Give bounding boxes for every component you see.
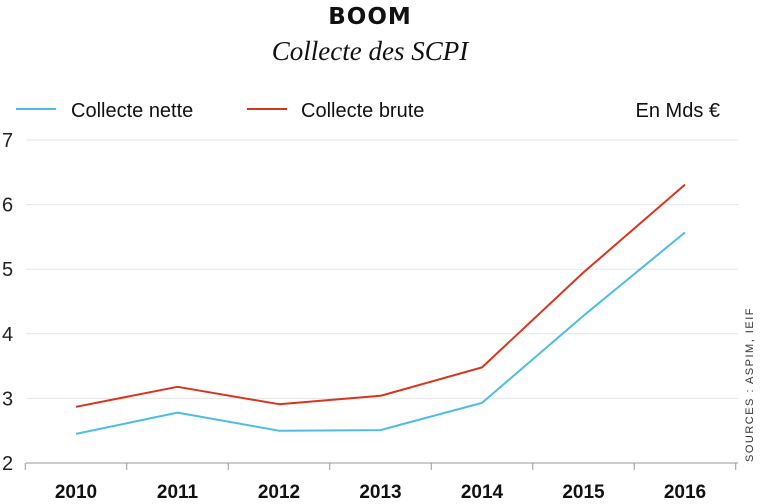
x-tick-label-2010: 2010 — [55, 482, 97, 503]
gridlines — [26, 139, 738, 399]
y-tick-label-3: 3 — [2, 388, 13, 410]
x-axis: 2010 2011 2012 2013 2014 2015 2016 — [24, 462, 738, 503]
unit-label: En Mds € — [636, 100, 720, 122]
y-tick-label-7: 7 — [2, 130, 13, 152]
y-tick-label-2: 2 — [2, 453, 13, 475]
y-tick-label-6: 6 — [2, 195, 13, 217]
x-tick-label-2012: 2012 — [258, 482, 300, 503]
legend: Collecte nette Collecte brute — [16, 100, 424, 122]
chart-title: BOOM — [328, 4, 412, 30]
legend-label-collecte-nette: Collecte nette — [71, 100, 193, 122]
series-lines — [75, 183, 686, 435]
series-line-collecte-nette — [75, 231, 686, 435]
chart-subtitle: Collecte des SCPI — [272, 36, 470, 66]
x-tick-label-2011: 2011 — [157, 482, 199, 503]
x-tick-label-2014: 2014 — [461, 482, 504, 503]
y-tick-label-5: 5 — [2, 259, 13, 281]
y-axis-ticks: 2 3 4 5 6 7 — [2, 130, 13, 475]
legend-label-collecte-brute: Collecte brute — [301, 100, 424, 122]
series-line-collecte-brute — [75, 183, 686, 408]
y-tick-label-4: 4 — [2, 324, 13, 346]
x-tick-label-2016: 2016 — [664, 482, 706, 503]
x-tick-label-2015: 2015 — [562, 482, 605, 503]
source-note: SOURCES : ASPIM, IEIF — [744, 307, 756, 462]
x-tick-label-2013: 2013 — [359, 482, 401, 503]
